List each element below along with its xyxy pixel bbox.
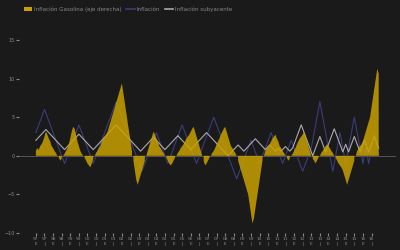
Legend: Inflación Gasolina (eje derecha), Inflación, Inflación subyacente: Inflación Gasolina (eje derecha), Inflac… xyxy=(22,4,235,14)
